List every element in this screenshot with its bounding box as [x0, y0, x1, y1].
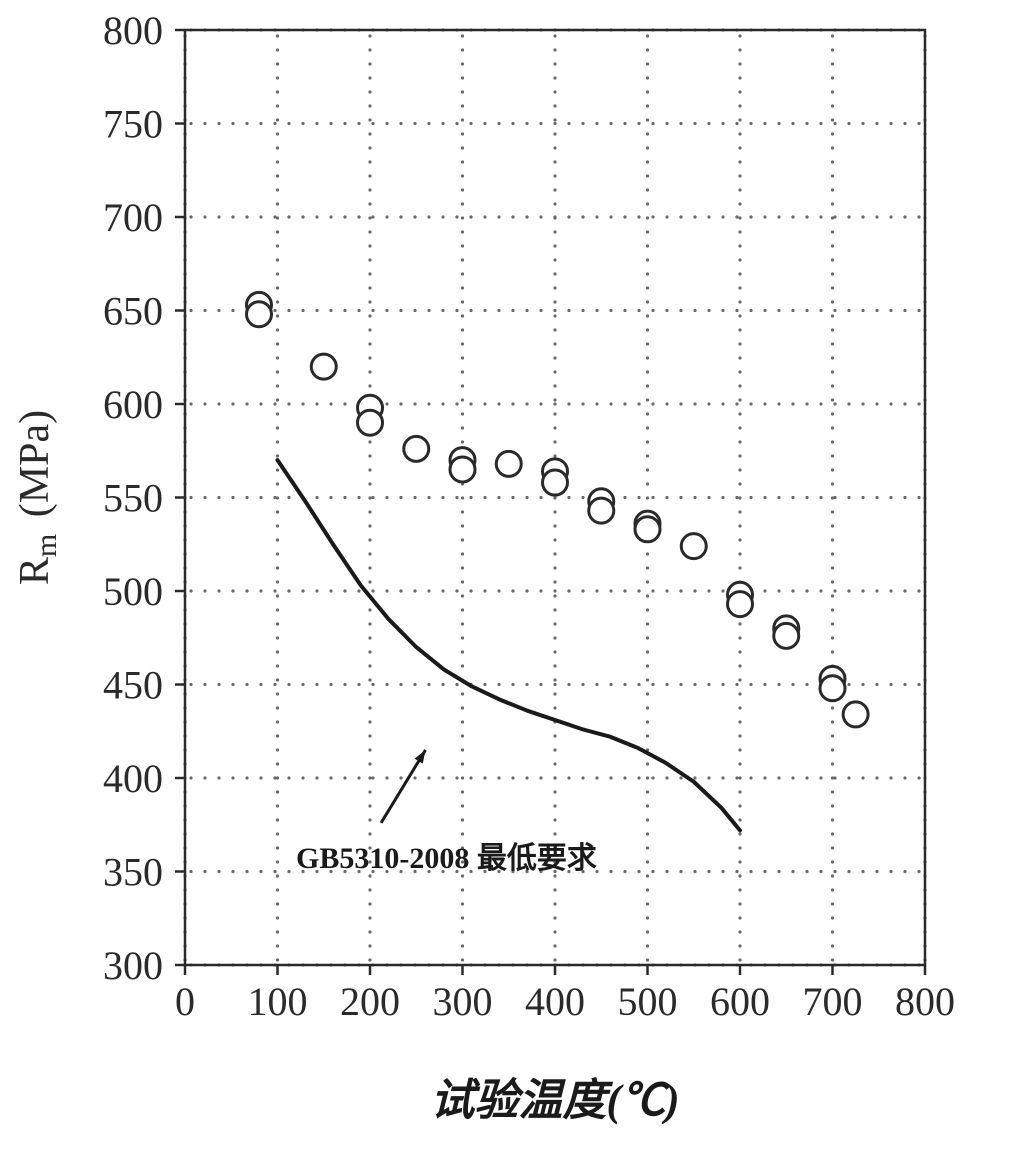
scatter-point [543, 470, 568, 495]
y-tick-label: 800 [103, 8, 163, 53]
x-tick-labels: 0 100 200 300 400 500 600 700 800 [175, 979, 955, 1024]
scatter-point [589, 498, 614, 523]
x-tick-label: 300 [433, 979, 493, 1024]
y-tick-label: 500 [103, 569, 163, 614]
y-tick-label: 450 [103, 663, 163, 708]
x-tick-label: 500 [618, 979, 678, 1024]
y-tick-label: 400 [103, 756, 163, 801]
y-tick-label: 650 [103, 289, 163, 334]
scatter-point [311, 354, 336, 379]
x-tick-label: 100 [248, 979, 308, 1024]
scatter-point [496, 451, 521, 476]
scatter-point [681, 534, 706, 559]
y-tick-label: 700 [103, 195, 163, 240]
x-axis-label: 试验温度(℃) [430, 1076, 679, 1125]
scatter-point [247, 302, 272, 327]
scatter-point [728, 592, 753, 617]
x-tick-label: 700 [803, 979, 863, 1024]
scatter-point [774, 623, 799, 648]
scatter-point [404, 436, 429, 461]
y-axis-label: Rm (MPa) [12, 410, 63, 585]
x-tick-label: 600 [710, 979, 770, 1024]
scatter-point [635, 517, 660, 542]
scatter-point [843, 702, 868, 727]
x-tick-label: 800 [895, 979, 955, 1024]
x-tick-label: 0 [175, 979, 195, 1024]
x-tick-label: 400 [525, 979, 585, 1024]
x-tick-label: 200 [340, 979, 400, 1024]
y-tick-label: 550 [103, 476, 163, 521]
y-tick-label: 750 [103, 102, 163, 147]
annotation-text: GB5310-2008 最低要求 [296, 842, 597, 875]
y-tick-label: 600 [103, 382, 163, 427]
y-tick-label: 300 [103, 943, 163, 988]
scatter-point [358, 410, 383, 435]
y-tick-labels: 300 350 400 450 500 550 600 650 700 750 800 [103, 8, 163, 988]
scatter-point [820, 676, 845, 701]
scatter-point [450, 457, 475, 482]
y-tick-label: 350 [103, 850, 163, 895]
